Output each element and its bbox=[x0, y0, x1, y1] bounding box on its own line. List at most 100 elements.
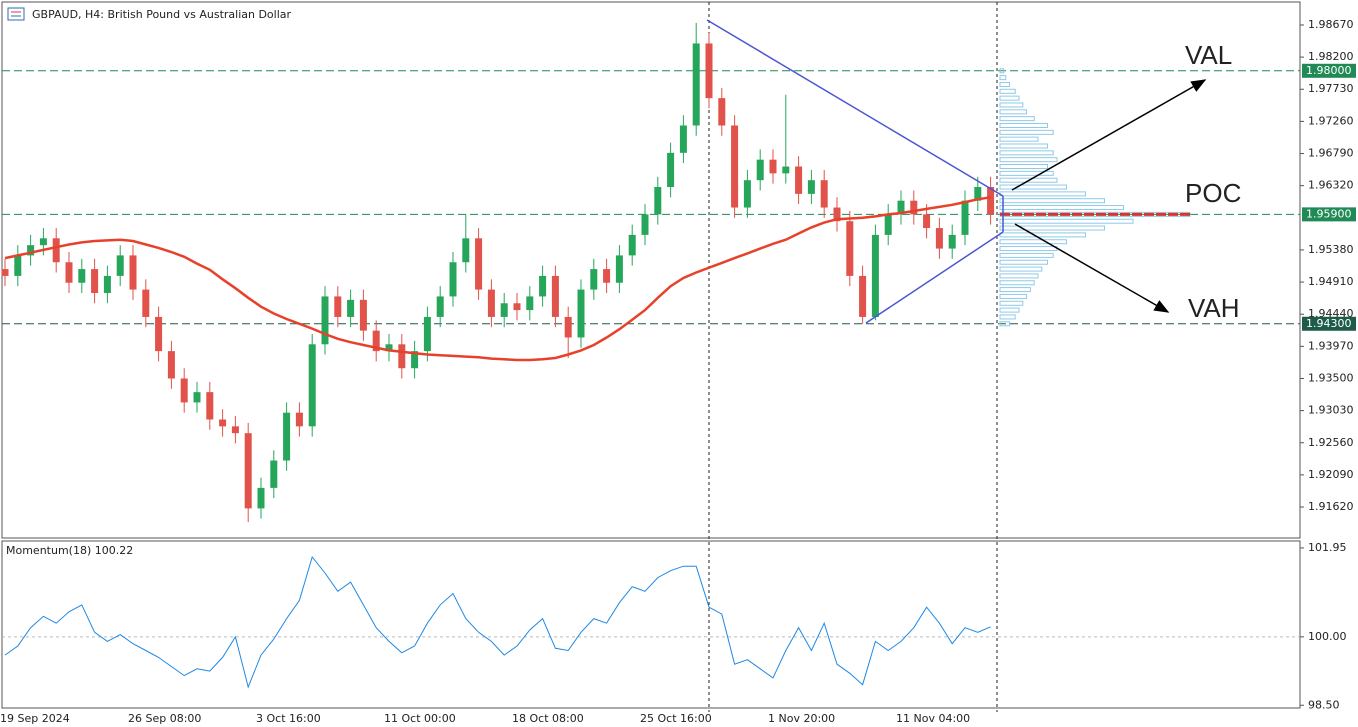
candle-body bbox=[590, 269, 598, 290]
volume-bar bbox=[999, 116, 1035, 122]
annotation: VAL bbox=[1185, 40, 1232, 70]
x-tick-label: 18 Oct 08:00 bbox=[512, 712, 584, 725]
x-tick-label: 1 Nov 20:00 bbox=[768, 712, 835, 725]
volume-bar bbox=[999, 259, 1048, 265]
y-tick-label: 1.92560 bbox=[1308, 436, 1354, 449]
candle-body bbox=[462, 238, 470, 263]
candle-body bbox=[654, 187, 662, 215]
candle-body bbox=[641, 214, 649, 235]
candle-body bbox=[859, 275, 867, 317]
main-frame bbox=[1, 1, 1301, 539]
candle-body bbox=[577, 289, 585, 338]
arrow bbox=[1014, 223, 1170, 313]
momentum-line bbox=[4, 555, 991, 689]
candle-body bbox=[270, 460, 278, 488]
candle-body bbox=[65, 262, 73, 283]
candle-body bbox=[782, 166, 790, 174]
y-tick-label: 1.93500 bbox=[1308, 371, 1354, 384]
candle-body bbox=[615, 255, 623, 283]
candle-body bbox=[923, 214, 931, 229]
candle-body bbox=[705, 43, 713, 99]
candle-body bbox=[820, 180, 828, 208]
candle-body bbox=[487, 289, 495, 317]
candle-body bbox=[513, 303, 521, 311]
candle-body bbox=[321, 296, 329, 345]
candle-body bbox=[833, 207, 841, 222]
y-tick-label: 1.91620 bbox=[1308, 500, 1354, 513]
y-tick-label: 1.97260 bbox=[1308, 114, 1354, 127]
volume-bar bbox=[999, 157, 1058, 163]
y-tick-label: 1.96790 bbox=[1308, 147, 1354, 160]
candle-body bbox=[756, 159, 764, 181]
momentum-frame bbox=[1, 540, 1301, 709]
volume-bar bbox=[999, 68, 1005, 74]
y-tick-label: 1.97730 bbox=[1308, 82, 1354, 95]
volume-bar bbox=[999, 205, 1124, 211]
volume-bar bbox=[999, 150, 1054, 156]
y-tick-label: 1.96320 bbox=[1308, 179, 1354, 192]
volume-bar bbox=[999, 164, 1048, 170]
x-tick-label: 3 Oct 16:00 bbox=[256, 712, 321, 725]
volume-bar bbox=[999, 321, 1010, 327]
candle-body bbox=[167, 351, 175, 379]
candle-body bbox=[27, 245, 35, 256]
x-tick-label: 11 Nov 04:00 bbox=[896, 712, 970, 725]
indicator-title: Momentum(18) 100.22 bbox=[6, 544, 133, 557]
candle-body bbox=[283, 412, 291, 461]
chart-title: GBPAUD, H4: British Pound vs Australian … bbox=[32, 8, 292, 21]
candle-body bbox=[603, 269, 611, 283]
volume-bar bbox=[999, 81, 1010, 87]
plot: 1.98670 1.98200 1.97730 1.97260 1.96790 1.963… bbox=[0, 18, 1356, 725]
y-tick-label: 1.98200 bbox=[1308, 50, 1354, 63]
y-tick-label: 100.00 bbox=[1308, 630, 1347, 643]
y-tick-label: 98.50 bbox=[1308, 698, 1340, 711]
volume-bar bbox=[999, 143, 1048, 149]
candle-body bbox=[39, 238, 47, 246]
candle-body bbox=[180, 378, 188, 403]
candle-body bbox=[564, 316, 572, 338]
y-tick-label: 1.92090 bbox=[1308, 468, 1354, 481]
annotation: POC bbox=[1185, 178, 1241, 208]
candle-body bbox=[974, 187, 982, 201]
candle-body bbox=[692, 43, 700, 126]
price-label-box bbox=[1302, 63, 1356, 78]
volume-bar bbox=[999, 136, 1039, 142]
price-label: 1.94300 bbox=[1306, 317, 1352, 330]
candle-body bbox=[206, 392, 214, 420]
candle-body bbox=[526, 296, 534, 311]
volume-bar bbox=[999, 88, 1016, 94]
volume-bar bbox=[999, 184, 1067, 190]
volume-bar bbox=[999, 75, 1007, 81]
y-tick-label: 101.95 bbox=[1308, 541, 1347, 554]
volume-bar bbox=[999, 266, 1043, 272]
candle-body bbox=[731, 125, 739, 208]
candle-body bbox=[769, 159, 777, 174]
y-tick-label: 1.98670 bbox=[1308, 18, 1354, 31]
y-tick-label: 1.94910 bbox=[1308, 275, 1354, 288]
candle-body bbox=[667, 152, 675, 188]
volume-bar bbox=[999, 170, 1054, 176]
volume-bar bbox=[999, 198, 1105, 204]
volume-bar bbox=[999, 280, 1035, 286]
candle-body bbox=[257, 487, 265, 509]
volume-bar bbox=[999, 287, 1031, 293]
x-tick-label: 11 Oct 00:00 bbox=[384, 712, 456, 725]
candle-body bbox=[679, 125, 687, 153]
candle-body bbox=[385, 344, 393, 352]
candle-body bbox=[449, 262, 457, 297]
candle-body bbox=[142, 289, 150, 317]
candle-body bbox=[628, 234, 636, 256]
candle-body bbox=[411, 351, 419, 369]
candle-body bbox=[372, 330, 380, 352]
volume-bar bbox=[999, 300, 1024, 306]
y-tick-label: 1.93030 bbox=[1308, 404, 1354, 417]
candle-body bbox=[129, 255, 137, 290]
volume-bar bbox=[999, 218, 1134, 224]
candle-body bbox=[743, 180, 751, 208]
triangle-line bbox=[706, 19, 1004, 197]
candle-body bbox=[359, 299, 367, 331]
candle-body bbox=[475, 238, 483, 290]
candle-body bbox=[935, 228, 943, 249]
candle-body bbox=[78, 269, 86, 283]
candle-body bbox=[897, 200, 905, 215]
